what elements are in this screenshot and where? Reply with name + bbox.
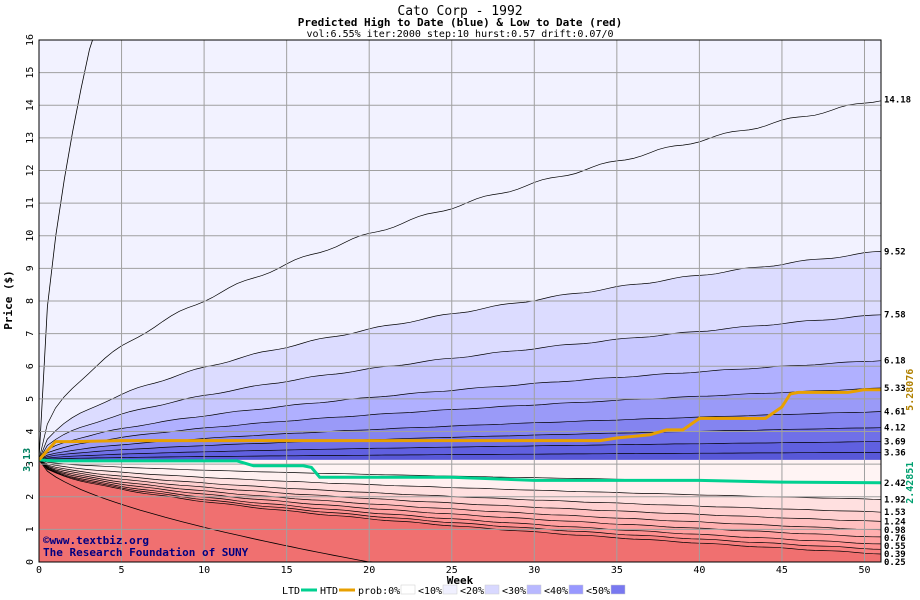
chart-params: vol:6.55% iter:2000 step:10 hurst:0.57 d… — [306, 29, 613, 40]
quantile-end-label: 4.12 — [884, 424, 906, 434]
legend-label-3: <10% — [418, 586, 442, 597]
x-tick-label: 25 — [446, 565, 458, 576]
band-group — [39, 40, 881, 562]
legend-label-0: LTD — [282, 586, 300, 597]
quantile-end-label: 0.98 — [884, 526, 906, 536]
legend-label-6: <40% — [544, 586, 568, 597]
y-tick-label: 8 — [25, 298, 36, 304]
high-band-8 — [39, 452, 881, 460]
chart-title: Cato Corp - 1992 — [397, 4, 522, 19]
legend-swatch-7 — [610, 584, 626, 595]
watermark-org: The Research Foundation of SUNY — [43, 546, 249, 559]
legend-label-5: <30% — [502, 586, 526, 597]
quantile-end-label: 2.42 — [884, 479, 906, 489]
y-tick-label: 2 — [25, 494, 36, 500]
legend-label-2: prob:0% — [358, 586, 400, 597]
legend: LTD HTD prob:0% <10% <20% <30% <40% <50% — [282, 584, 626, 597]
low-extreme-line — [39, 459, 881, 562]
y-tick-label: 10 — [25, 230, 36, 242]
y-tick-label: 0 — [25, 559, 36, 565]
legend-label-1: HTD — [320, 586, 338, 597]
y-tick-label: 11 — [25, 197, 36, 209]
quantile-end-label: 0.76 — [884, 534, 906, 544]
y-tick-label: 7 — [25, 331, 36, 337]
x-tick-label: 45 — [776, 565, 788, 576]
y-tick-label: 3 — [25, 461, 36, 467]
quantile-end-label: 14.18 — [884, 95, 911, 105]
legend-swatch-6 — [568, 584, 584, 595]
legend-swatch-4 — [484, 584, 500, 595]
x-axis-label: Week — [447, 574, 474, 587]
x-tick-label: 5 — [119, 565, 125, 576]
x-tick-label: 50 — [858, 565, 870, 576]
legend-label-7: <50% — [586, 586, 610, 597]
chart-subtitle: Predicted High to Date (blue) & Low to D… — [298, 16, 623, 29]
quantile-end-label: 3.36 — [884, 448, 906, 458]
low-quantile-line-3 — [39, 459, 881, 522]
y-tick-label: 6 — [25, 363, 36, 369]
quantile-end-label: 1.53 — [884, 508, 906, 518]
y-tick-label: 13 — [25, 132, 36, 144]
high-quantile-line-8 — [39, 452, 881, 461]
htd-series-line — [39, 388, 881, 461]
x-tick-label: 0 — [36, 565, 42, 576]
y-tick-label: 12 — [25, 164, 36, 176]
quantile-end-label: 0.25 — [884, 558, 906, 568]
low-quantile-line-4 — [39, 459, 881, 531]
quantile-end-label: 6.18 — [884, 356, 906, 366]
low-quantile-line-6 — [39, 459, 881, 545]
y-tick-label: 4 — [25, 428, 36, 434]
quantile-end-label: 1.24 — [884, 518, 906, 528]
y-tick-label: 9 — [25, 265, 36, 271]
quantile-end-label: 7.58 — [884, 311, 906, 321]
legend-swatch-2 — [400, 584, 416, 595]
low-quantile-line-1 — [39, 459, 881, 500]
legend-swatch-3 — [442, 584, 458, 595]
watermark-url: ©www.textbiz.org — [43, 534, 149, 547]
high-quantile-line-3 — [39, 360, 881, 461]
high-quantile-line-6 — [39, 427, 881, 461]
high-quantile-line-2 — [39, 314, 881, 461]
quantile-end-label: 4.61 — [884, 408, 906, 418]
quantile-end-label: 0.55 — [884, 542, 906, 552]
htd-final-label: 5.28076 — [905, 369, 916, 411]
y-tick-label: 14 — [25, 99, 36, 111]
low-band-8 — [39, 459, 881, 562]
high-quantile-line-7 — [39, 441, 881, 461]
x-tick-label: 40 — [693, 565, 705, 576]
x-tick-label: 20 — [363, 565, 375, 576]
low-quantile-line-8 — [39, 459, 881, 555]
ltd-series-line — [39, 458, 881, 485]
high-quantile-line-0 — [39, 100, 881, 460]
y-tick-label: 5 — [25, 396, 36, 402]
quantile-end-label: 3.69 — [884, 438, 906, 448]
x-tick-label: 30 — [528, 565, 540, 576]
y-tick-label: 1 — [25, 526, 36, 532]
quantile-end-label: 0.39 — [884, 550, 906, 560]
y-tick-label: 15 — [25, 67, 36, 79]
high-quantile-line-4 — [39, 387, 881, 461]
low-quantile-line-5 — [39, 459, 881, 538]
ltd-final-label: 2.42851 — [905, 462, 916, 504]
legend-label-4: <20% — [460, 586, 484, 597]
y-tick-label: 16 — [25, 34, 36, 46]
quantile-end-label: 1.92 — [884, 495, 906, 505]
quantile-end-label: 5.33 — [884, 384, 906, 394]
y-axis-label: Price ($) — [2, 270, 15, 330]
start-price-label: 3.13 — [22, 448, 33, 472]
x-tick-label: 35 — [611, 565, 623, 576]
x-tick-label: 10 — [198, 565, 210, 576]
x-tick-label: 15 — [281, 565, 293, 576]
plot-frame — [38, 39, 882, 563]
legend-swatch-5 — [526, 584, 542, 595]
plot-area: 0 5 10 15 20 25 30 35 40 45 5001234567891011121314… — [22, 34, 916, 576]
quantile-end-label: 9.52 — [884, 247, 906, 257]
